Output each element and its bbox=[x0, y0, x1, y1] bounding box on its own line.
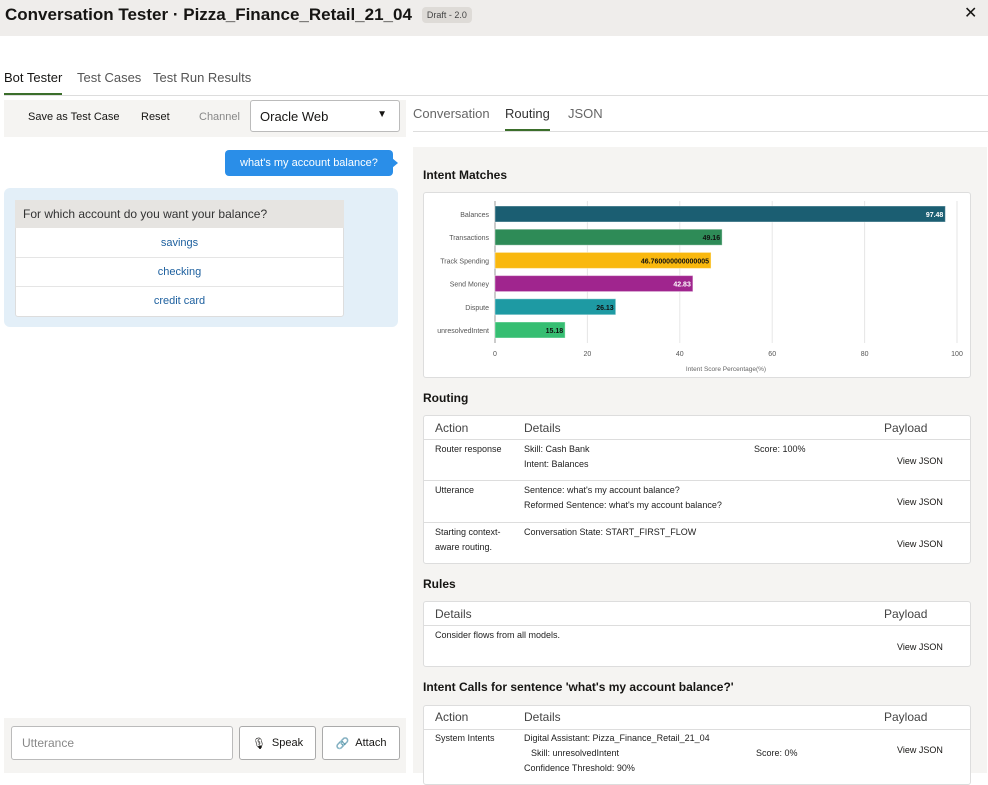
view-json-link[interactable]: View JSON bbox=[897, 539, 943, 549]
intent-calls-heading: Intent Calls for sentence 'what's my acc… bbox=[423, 680, 734, 694]
channel-select[interactable]: Oracle Web ▼ bbox=[250, 100, 400, 132]
bot-question: For which account do you want your balan… bbox=[15, 200, 344, 228]
bar-dispute bbox=[494, 298, 617, 316]
intent-call-detail: Digital Assistant: Pizza_Finance_Retail_… bbox=[524, 733, 710, 743]
intent-call-score: Score: 0% bbox=[756, 748, 798, 758]
tab-bot-tester[interactable]: Bot Tester bbox=[4, 70, 63, 95]
bar-unresolvedintent bbox=[494, 321, 566, 339]
divider bbox=[16, 286, 343, 287]
divider bbox=[413, 131, 988, 132]
routing-score: Score: 100% bbox=[754, 444, 806, 454]
divider bbox=[424, 729, 970, 730]
intent-chart: 0 20 40 60 80 100 Balances 97.48 Transactions 49.… bbox=[437, 201, 963, 373]
title-row: Conversation Tester · Pizza_Finance_Reta… bbox=[5, 5, 472, 25]
data-label: 97.48 bbox=[926, 212, 944, 219]
option-savings[interactable]: savings bbox=[160, 237, 199, 249]
routing-action: Utterance bbox=[435, 485, 475, 495]
x-tick-label: 0 bbox=[493, 351, 497, 358]
routing-action: Starting context-aware routing. bbox=[435, 527, 501, 552]
bar-transactions bbox=[494, 228, 723, 246]
y-tick-label: Transactions bbox=[449, 235, 489, 242]
divider bbox=[424, 625, 970, 626]
routing-detail: Skill: Cash Bank bbox=[524, 444, 590, 454]
y-tick-label: Track Spending bbox=[440, 258, 489, 265]
intent-call-action: System Intents bbox=[435, 733, 495, 743]
rules-heading: Rules bbox=[423, 577, 456, 591]
col-details: Details bbox=[435, 607, 472, 621]
bar-send-money bbox=[494, 275, 694, 293]
channel-value: Oracle Web bbox=[260, 109, 329, 124]
bar-track-spending bbox=[494, 251, 712, 269]
option-credit-card[interactable]: credit card bbox=[153, 295, 206, 307]
x-tick-label: 100 bbox=[951, 351, 963, 358]
routing-detail: Reformed Sentence: what's my account bal… bbox=[524, 500, 722, 510]
reset-button[interactable]: Reset bbox=[141, 111, 170, 123]
data-label: 15.18 bbox=[546, 328, 564, 335]
y-tick-label: Dispute bbox=[465, 305, 489, 312]
y-tick-label: unresolvedIntent bbox=[437, 328, 489, 335]
y-tick-label: Balances bbox=[460, 212, 489, 219]
data-label: 46.760000000000005 bbox=[641, 258, 709, 265]
save-as-test-case-button[interactable]: Save as Test Case bbox=[28, 111, 120, 123]
data-label: 26.13 bbox=[596, 305, 614, 312]
microphone-icon: 🎙 bbox=[251, 737, 266, 750]
header-bar bbox=[0, 0, 988, 36]
intent-matches-heading: Intent Matches bbox=[423, 168, 508, 182]
link-icon: 🔗 bbox=[335, 737, 350, 750]
speak-button[interactable]: 🎙 Speak bbox=[239, 726, 316, 760]
routing-detail: Conversation State: START_FIRST_FLOW bbox=[524, 527, 697, 537]
data-label: 49.16 bbox=[703, 235, 721, 242]
status-badge: Draft - 2.0 bbox=[421, 7, 472, 23]
x-tick-label: 60 bbox=[768, 351, 776, 358]
divider bbox=[424, 480, 970, 481]
col-action: Action bbox=[435, 710, 469, 724]
caret-down-icon: ▼ bbox=[377, 109, 387, 120]
divider bbox=[424, 522, 970, 523]
x-tick-label: 40 bbox=[676, 351, 684, 358]
attach-label: Attach bbox=[355, 737, 387, 749]
close-icon[interactable]: ✕ bbox=[964, 5, 978, 22]
x-tick-label: 20 bbox=[584, 351, 592, 358]
divider bbox=[424, 439, 970, 440]
y-tick-label: Send Money bbox=[450, 282, 490, 289]
routing-detail: Intent: Balances bbox=[524, 459, 589, 469]
tab-json[interactable]: JSON bbox=[568, 106, 603, 121]
rule-detail: Consider flows from all models. bbox=[435, 630, 561, 640]
rules-table bbox=[423, 601, 971, 667]
routing-action: Router response bbox=[435, 444, 502, 454]
x-axis-label: Intent Score Percentage(%) bbox=[686, 366, 766, 373]
bar-balances bbox=[494, 205, 946, 223]
tab-test-cases[interactable]: Test Cases bbox=[77, 70, 142, 85]
view-json-link[interactable]: View JSON bbox=[897, 456, 943, 466]
col-details: Details bbox=[524, 710, 561, 724]
intent-call-detail: Confidence Threshold: 90% bbox=[524, 763, 635, 773]
tab-routing[interactable]: Routing bbox=[505, 106, 550, 131]
x-tick-label: 80 bbox=[861, 351, 869, 358]
col-details: Details bbox=[524, 421, 561, 435]
tab-conversation[interactable]: Conversation bbox=[413, 106, 490, 121]
option-checking[interactable]: checking bbox=[157, 266, 202, 278]
view-json-link[interactable]: View JSON bbox=[897, 745, 943, 755]
page-title: Conversation Tester · Pizza_Finance_Reta… bbox=[5, 5, 412, 24]
intent-call-detail: Skill: unresolvedIntent bbox=[531, 748, 620, 758]
attach-button[interactable]: 🔗 Attach bbox=[322, 726, 400, 760]
col-payload: Payload bbox=[884, 607, 928, 621]
routing-heading: Routing bbox=[423, 391, 469, 405]
routing-detail: Sentence: what's my account balance? bbox=[524, 485, 680, 495]
col-action: Action bbox=[435, 421, 469, 435]
col-payload: Payload bbox=[884, 710, 928, 724]
intent-chart-card: 0 20 40 60 80 100 Balances 97.48 Transactions 49.… bbox=[423, 192, 971, 378]
data-label: 42.83 bbox=[673, 282, 691, 289]
divider bbox=[16, 257, 343, 258]
divider bbox=[4, 95, 988, 96]
utterance-input[interactable] bbox=[11, 726, 233, 760]
tab-test-run-results[interactable]: Test Run Results bbox=[153, 70, 252, 85]
speak-label: Speak bbox=[271, 737, 304, 749]
col-payload: Payload bbox=[884, 421, 928, 435]
view-json-link[interactable]: View JSON bbox=[897, 642, 943, 652]
channel-label: Channel bbox=[199, 111, 240, 123]
view-json-link[interactable]: View JSON bbox=[897, 497, 943, 507]
user-message: what's my account balance? bbox=[225, 150, 398, 176]
